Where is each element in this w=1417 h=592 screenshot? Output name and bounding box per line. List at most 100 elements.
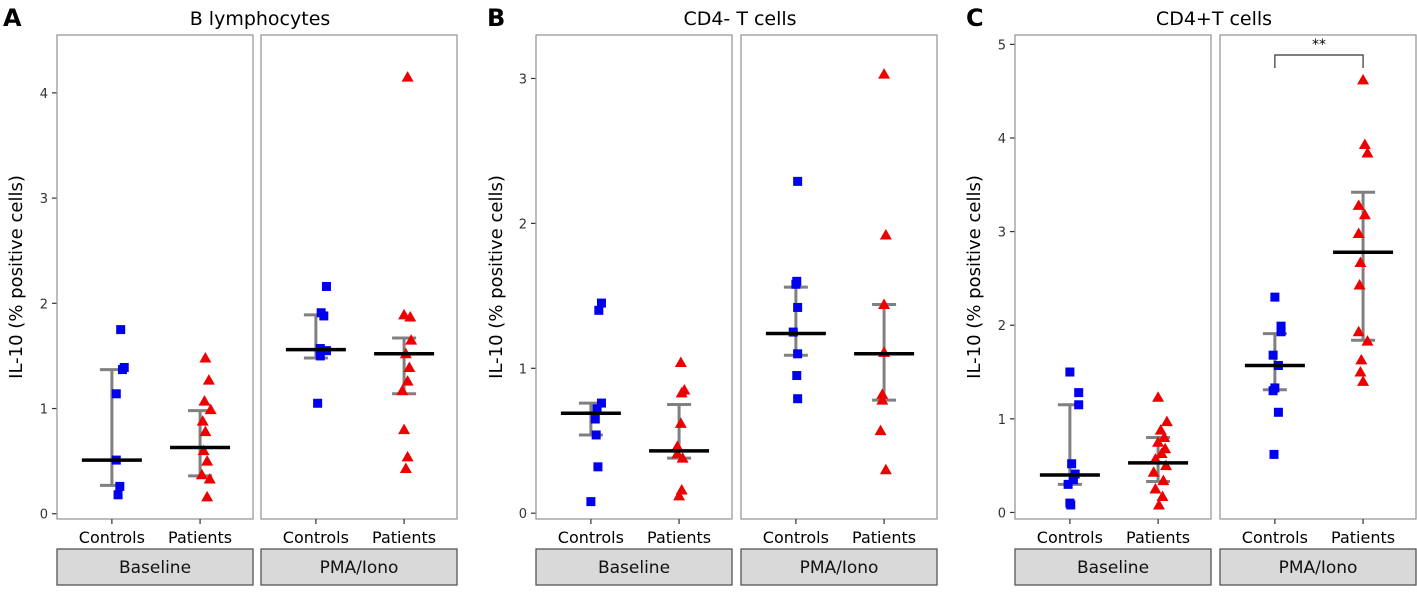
- control-point: [596, 398, 606, 408]
- facet-strip-label: Baseline: [119, 558, 191, 578]
- control-point: [590, 414, 600, 424]
- control-point: [1065, 367, 1075, 377]
- facet-strip-label: Baseline: [598, 558, 670, 578]
- y-axis-label: IL-10 (% positive cells): [6, 175, 27, 379]
- facet-strip-box: [1014, 548, 1212, 586]
- facet-strip-box: [740, 548, 938, 586]
- facet-strip-label: PMA/Iono: [1279, 558, 1358, 578]
- patient-point: [1147, 466, 1160, 477]
- facet-panel: [1219, 34, 1417, 520]
- y-tick-label: 2: [998, 319, 1006, 334]
- panel-letter: C: [966, 4, 984, 32]
- control-point: [1276, 321, 1286, 331]
- group-patients: Patients: [852, 68, 916, 547]
- patient-point: [198, 395, 211, 406]
- group-controls: Controls: [1037, 367, 1103, 547]
- facet-strip-label: Baseline: [1077, 558, 1149, 578]
- patient-point: [195, 468, 208, 480]
- facet-strip-label: PMA/Iono: [320, 558, 399, 578]
- control-point: [1066, 500, 1076, 510]
- facet-pma-iono: Controls Patients PMA/Iono: [260, 34, 458, 586]
- facet-strip: Baseline: [56, 548, 254, 586]
- facet-baseline: Controls Patients Baseline: [1014, 34, 1212, 586]
- group-controls: Controls: [283, 281, 349, 547]
- patient-point: [396, 384, 409, 396]
- facet-panel: [1014, 34, 1212, 520]
- patient-point: [1152, 391, 1165, 402]
- control-point: [315, 351, 325, 361]
- patient-point: [1352, 199, 1365, 210]
- group-controls: Controls: [1242, 292, 1308, 547]
- patient-point: [201, 490, 214, 502]
- panel-a: A B lymphocytes IL-10 (% positive cells) 0 1…: [3, 4, 458, 586]
- patient-point: [201, 455, 214, 466]
- x-tick-label: Patients: [1126, 528, 1190, 547]
- facet-baseline: Controls Patients Baseline: [535, 34, 733, 586]
- facet-strip-box: [56, 548, 254, 586]
- control-point: [596, 298, 606, 308]
- patient-point: [1157, 474, 1170, 486]
- x-tick-label: Controls: [1242, 528, 1308, 547]
- patient-point: [1361, 146, 1374, 158]
- patient-point: [1154, 424, 1167, 435]
- group-controls: Controls: [763, 176, 829, 547]
- patient-point: [1357, 73, 1370, 85]
- patient-point: [1160, 415, 1173, 427]
- patient-point: [1361, 335, 1374, 346]
- control-point: [1276, 327, 1286, 337]
- patient-point: [673, 489, 686, 501]
- y-tick-label: 4: [40, 87, 48, 102]
- chart-title: CD4+T cells: [1156, 8, 1272, 30]
- patient-point: [1354, 366, 1367, 377]
- x-tick-label: Patients: [647, 528, 711, 547]
- control-point: [1268, 350, 1278, 360]
- y-tick-label: 1: [40, 403, 48, 418]
- y-tick-label: 0: [519, 507, 527, 522]
- facet-strip-box: [535, 548, 733, 586]
- control-point: [1270, 292, 1280, 302]
- bracket-line: [1274, 54, 1364, 68]
- control-point: [791, 279, 801, 289]
- patient-point: [878, 298, 891, 310]
- patient-point: [398, 423, 411, 435]
- patient-point: [1152, 436, 1165, 447]
- patient-point: [878, 68, 891, 79]
- facet-strip-label: PMA/Iono: [800, 558, 879, 578]
- patient-point: [204, 403, 217, 415]
- patient-point: [876, 388, 889, 399]
- control-point: [115, 481, 125, 491]
- chart-title: CD4- T cells: [683, 8, 796, 30]
- control-point: [1269, 449, 1279, 459]
- facet-strip: Baseline: [1014, 548, 1212, 586]
- patient-point: [1352, 325, 1365, 337]
- x-tick-label: Patients: [372, 528, 436, 547]
- facet-panel: [535, 34, 733, 520]
- y-tick-label: 2: [519, 217, 527, 232]
- facet-pma-iono: Controls Patients PMA/Iono: [740, 34, 938, 586]
- patient-point: [203, 473, 216, 484]
- patient-point: [401, 375, 414, 386]
- control-point: [594, 305, 604, 315]
- group-controls: Controls: [558, 298, 624, 547]
- x-tick-label: Patients: [168, 528, 232, 547]
- y-axis-label: IL-10 (% positive cells): [486, 175, 507, 379]
- y-tick-label: 1: [998, 413, 1006, 428]
- patient-point: [879, 228, 892, 240]
- patient-point: [401, 71, 414, 82]
- y-tick-label: 5: [998, 38, 1006, 53]
- patient-point: [671, 440, 684, 452]
- group-patients: Patients: [1126, 391, 1190, 547]
- group-patients: Patients: [647, 356, 711, 547]
- control-point: [319, 311, 329, 321]
- control-point: [592, 404, 602, 414]
- control-point: [1067, 459, 1077, 469]
- facet-strip: PMA/Iono: [1219, 548, 1417, 586]
- patient-point: [676, 452, 689, 463]
- patient-point: [1149, 483, 1162, 494]
- panel-c: C CD4+T cells IL-10 (% positive cells) 0 1 2 3…: [964, 4, 1417, 586]
- y-tick-label: 4: [998, 132, 1006, 147]
- x-tick-label: Controls: [763, 528, 829, 547]
- facet-strip: Baseline: [535, 548, 733, 586]
- control-point: [591, 430, 601, 440]
- patient-point: [1155, 447, 1168, 458]
